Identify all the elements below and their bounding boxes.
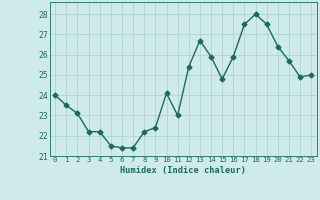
X-axis label: Humidex (Indice chaleur): Humidex (Indice chaleur) [120,166,246,175]
